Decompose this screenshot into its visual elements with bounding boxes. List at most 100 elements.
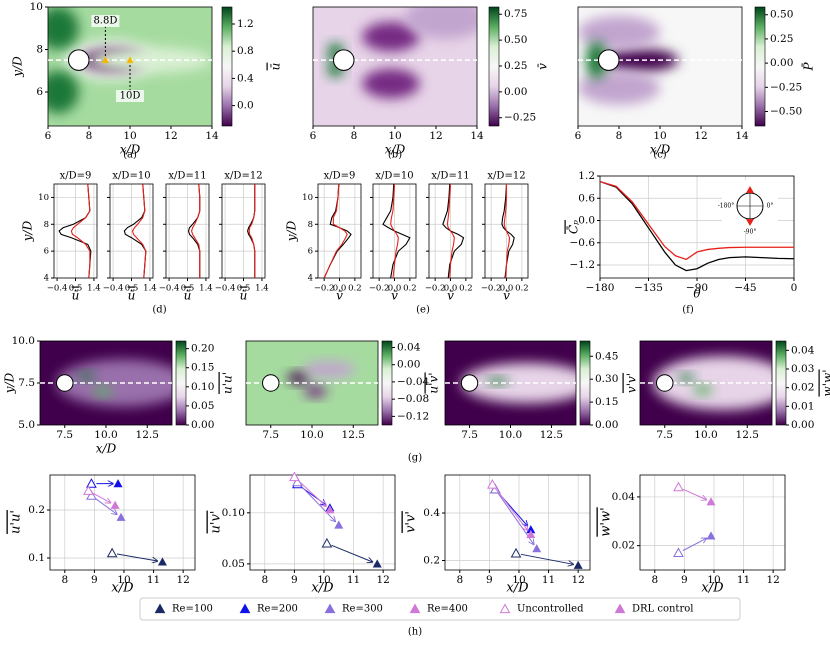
y-tick-label: 0.0	[578, 215, 595, 227]
colorbar-tick-label: 0.25	[770, 33, 793, 45]
x-tick-label: 14	[470, 130, 484, 142]
x-tick-label: 6	[45, 130, 52, 142]
colorbar	[775, 340, 787, 426]
arrow	[116, 553, 157, 561]
panel-title: x/D=12	[487, 171, 525, 182]
legend-marker	[239, 603, 251, 614]
field	[48, 7, 212, 126]
inset-label: -90°	[744, 229, 757, 236]
colorbar	[381, 340, 393, 426]
colorbar-tick-label: 0.0	[237, 100, 254, 112]
x-tick-label: 0.5	[181, 284, 195, 294]
x-tick-label: 12	[376, 574, 389, 586]
x-tick-label: 1.4	[143, 284, 157, 294]
colorbar-tick-label: 0.8	[237, 45, 254, 57]
colorbar-tick-label: 0.00	[595, 419, 618, 431]
profile-line	[248, 184, 256, 278]
x-tick-label: 11	[737, 574, 750, 586]
x-tick-label: 0.2	[459, 284, 473, 294]
controlled-point	[706, 531, 716, 540]
axis-label: ū	[184, 289, 192, 303]
field-blob	[600, 48, 679, 72]
y-tick-label: 4	[308, 274, 313, 284]
x-tick-label: −0.4	[103, 284, 124, 294]
legend-marker	[154, 603, 166, 614]
axis-label: x/D	[701, 581, 724, 596]
field-blob	[485, 377, 509, 386]
panel-title: x/D=11	[431, 171, 469, 182]
field-blob	[77, 372, 95, 381]
uncontrolled-point	[510, 547, 522, 558]
controlled-point	[532, 544, 542, 553]
annotation: 10D	[120, 91, 141, 102]
axis-label: v̄	[447, 289, 454, 303]
axis-label: y/D	[21, 220, 35, 242]
x-tick-label: 14	[205, 130, 219, 142]
x-tick-label: 10.0	[94, 429, 117, 441]
colorbar-tick-label: 1.2	[237, 18, 254, 30]
controlled-point	[526, 529, 536, 538]
axis-label: y/D	[3, 372, 17, 394]
cylinder	[598, 49, 620, 71]
x-tick-label: 7.5	[461, 429, 478, 441]
x-tick-label: −180	[586, 282, 615, 294]
y-tick-label: −0.6	[570, 237, 596, 249]
colorbar-tick-label: −0.08	[397, 393, 429, 405]
x-tick-label: 8	[651, 574, 658, 586]
x-tick-label: 10.0	[499, 429, 522, 441]
axis-label: ū	[269, 63, 283, 71]
x-tick-label: 7.5	[656, 429, 673, 441]
field-blob	[287, 372, 311, 384]
x-tick-label: 10.0	[694, 429, 717, 441]
plot-frame	[444, 474, 591, 571]
x-tick-label: 11	[542, 574, 555, 586]
cp-line	[599, 180, 795, 272]
axis-label: w'w'	[599, 507, 614, 536]
x-tick-label: −0.4	[215, 284, 236, 294]
controlled-point	[157, 557, 167, 566]
x-tick-label: 10	[123, 130, 136, 142]
x-tick-label: 12	[176, 574, 189, 586]
x-tick-label: 0.5	[125, 284, 139, 294]
legend-label: DRL control	[632, 604, 693, 615]
x-tick-label: 10	[388, 130, 401, 142]
y-tick-label: 0.2	[423, 555, 440, 567]
caption: (f)	[682, 305, 694, 316]
y-tick-label: 6	[308, 247, 313, 257]
colorbar-tick-label: 0.04	[397, 341, 421, 353]
x-tick-label: 11	[147, 574, 160, 586]
x-tick-label: 11	[347, 574, 360, 586]
uncontrolled-point	[486, 478, 498, 489]
colorbar-tick-label: 0.01	[791, 400, 814, 412]
axis-label: θ	[693, 287, 701, 301]
plot-frame	[47, 6, 213, 127]
colorbar	[221, 6, 233, 127]
legend-label: Re=400	[427, 604, 468, 615]
profile-line	[323, 183, 348, 279]
field	[578, 7, 742, 126]
arrow	[297, 480, 326, 506]
colorbar-tick-label: 0.00	[191, 419, 214, 431]
y-tick-label: 4	[44, 274, 49, 284]
colorbar-tick-label: 0.15	[191, 362, 214, 374]
axis-label: x/D	[111, 581, 134, 596]
cylinder	[262, 374, 280, 392]
plot-frame	[312, 6, 478, 127]
x-tick-label: 0.2	[403, 284, 417, 294]
colorbar-tick-label: −0.25	[770, 81, 802, 93]
x-tick-label: 8	[616, 130, 623, 142]
colorbar	[579, 340, 591, 426]
colorbar-tick-label: −0.04	[397, 376, 429, 388]
uncontrolled-point	[673, 481, 684, 492]
x-tick-label: 8	[456, 574, 463, 586]
x-tick-label: 9	[91, 574, 98, 586]
field-blob	[362, 68, 420, 99]
x-tick-label: 12	[694, 130, 707, 142]
field-blob	[92, 386, 113, 397]
y-tick-label: 8	[44, 220, 49, 230]
colorbar-tick-label: 0.30	[595, 373, 618, 385]
annotation-box	[91, 15, 120, 27]
inset-label: 0°	[767, 203, 774, 210]
x-tick-label: −135	[634, 282, 663, 294]
